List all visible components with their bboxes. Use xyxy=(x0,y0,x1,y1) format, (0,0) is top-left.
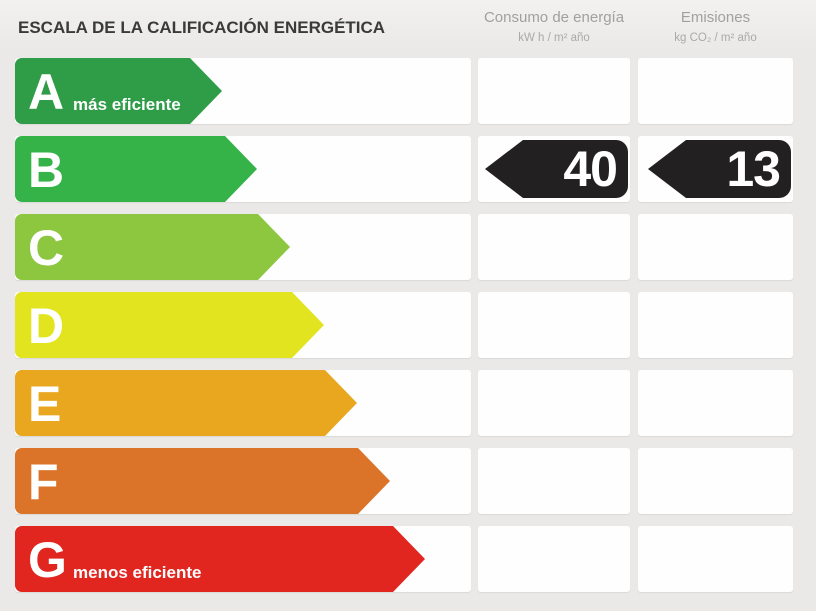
consumption-cell xyxy=(478,58,630,124)
marker-left-arrow-icon xyxy=(648,140,686,198)
grade-letter: G xyxy=(28,532,67,588)
emissions-value-marker: 13 xyxy=(648,140,791,198)
arrow-tip xyxy=(393,526,425,592)
emissions-column-header: Emisiones kg CO₂ / m² año xyxy=(638,8,793,46)
grade-letter: C xyxy=(28,220,65,276)
emissions-cell xyxy=(638,370,793,436)
rating-row-g: G menos eficiente xyxy=(0,526,816,592)
consumption-cell xyxy=(478,214,630,280)
efficiency-note: menos eficiente xyxy=(73,563,202,582)
rating-row-f: F xyxy=(0,448,816,514)
emissions-cell xyxy=(638,214,793,280)
rating-row-a: A más eficiente xyxy=(0,58,816,124)
consumption-column-label: Consumo de energía xyxy=(483,9,625,26)
rating-row-b: B 40 13 xyxy=(0,136,816,202)
grade-letter: E xyxy=(28,376,62,432)
emissions-cell xyxy=(638,448,793,514)
efficiency-note: más eficiente xyxy=(73,95,181,114)
consumption-cell xyxy=(478,448,630,514)
emissions-cell xyxy=(638,526,793,592)
rating-row-e: E xyxy=(0,370,816,436)
consumption-column-header: Consumo de energía kW h / m² año xyxy=(478,8,630,46)
rating-row-d: D xyxy=(0,292,816,358)
emissions-column-label: Emisiones xyxy=(680,9,751,26)
arrow-tip xyxy=(292,292,324,358)
arrow-tip xyxy=(325,370,357,436)
consumption-cell xyxy=(478,370,630,436)
consumption-value: 40 xyxy=(523,140,628,198)
emissions-column-unit: kg CO₂ / m² año xyxy=(674,32,757,44)
marker-left-arrow-icon xyxy=(485,140,523,198)
rating-row-c: C xyxy=(0,214,816,280)
arrow-tip xyxy=(225,136,257,202)
grade-letter: B xyxy=(28,142,65,198)
arrow-tip xyxy=(190,58,222,124)
grade-letter: F xyxy=(28,454,59,510)
emissions-cell xyxy=(638,292,793,358)
consumption-value-marker: 40 xyxy=(485,140,628,198)
consumption-column-unit: kW h / m² año xyxy=(518,32,590,44)
consumption-cell xyxy=(478,526,630,592)
emissions-cell xyxy=(638,58,793,124)
grade-letter: A xyxy=(28,64,65,120)
arrow-tip xyxy=(258,214,290,280)
consumption-cell xyxy=(478,292,630,358)
page-title: ESCALA DE LA CALIFICACIÓN ENERGÉTICA xyxy=(18,18,386,37)
grade-letter: D xyxy=(28,298,65,354)
emissions-value: 13 xyxy=(686,140,791,198)
arrow-tip xyxy=(358,448,390,514)
